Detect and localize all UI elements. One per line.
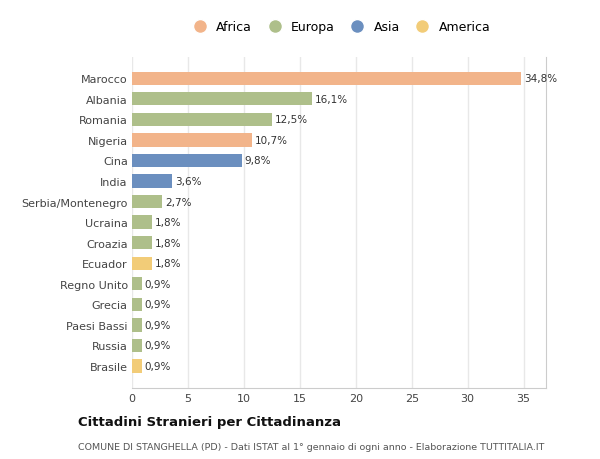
Bar [132,298,142,311]
Text: 2,7%: 2,7% [165,197,191,207]
Bar [132,196,162,209]
Text: 1,8%: 1,8% [155,218,181,228]
Text: Cittadini Stranieri per Cittadinanza: Cittadini Stranieri per Cittadinanza [78,415,341,428]
Text: 10,7%: 10,7% [254,135,287,146]
Bar [132,359,142,373]
Bar [132,93,312,106]
Bar [132,73,521,86]
Text: 1,8%: 1,8% [155,238,181,248]
Text: 0,9%: 0,9% [145,320,171,330]
Text: 0,9%: 0,9% [145,361,171,371]
Text: 0,9%: 0,9% [145,300,171,310]
Bar [132,278,142,291]
Text: 34,8%: 34,8% [524,74,557,84]
Text: 16,1%: 16,1% [315,95,348,105]
Text: 12,5%: 12,5% [275,115,308,125]
Bar [132,339,142,353]
Text: 0,9%: 0,9% [145,279,171,289]
Text: COMUNE DI STANGHELLA (PD) - Dati ISTAT al 1° gennaio di ogni anno - Elaborazione: COMUNE DI STANGHELLA (PD) - Dati ISTAT a… [78,442,544,451]
Bar [132,319,142,332]
Bar [132,113,272,127]
Legend: Africa, Europa, Asia, America: Africa, Europa, Asia, America [184,17,494,38]
Bar [132,257,152,270]
Text: 3,6%: 3,6% [175,177,202,187]
Bar [132,216,152,230]
Bar [132,175,172,188]
Text: 9,8%: 9,8% [244,156,271,166]
Bar [132,134,252,147]
Bar [132,236,152,250]
Bar [132,154,242,168]
Text: 1,8%: 1,8% [155,258,181,269]
Text: 0,9%: 0,9% [145,341,171,351]
